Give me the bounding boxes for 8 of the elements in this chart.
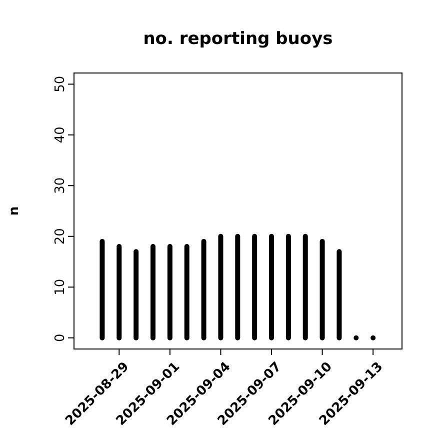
y-tick-label: 20: [53, 228, 68, 245]
y-tick-label: 0: [53, 334, 68, 342]
y-tick-label: 10: [53, 278, 68, 296]
chart-title: no. reporting buoys: [143, 29, 333, 49]
y-tick-label: 50: [53, 76, 68, 92]
y-tick-label: 40: [53, 126, 68, 144]
y-axis-title: n: [7, 206, 22, 216]
y-tick-label: 30: [53, 177, 68, 194]
